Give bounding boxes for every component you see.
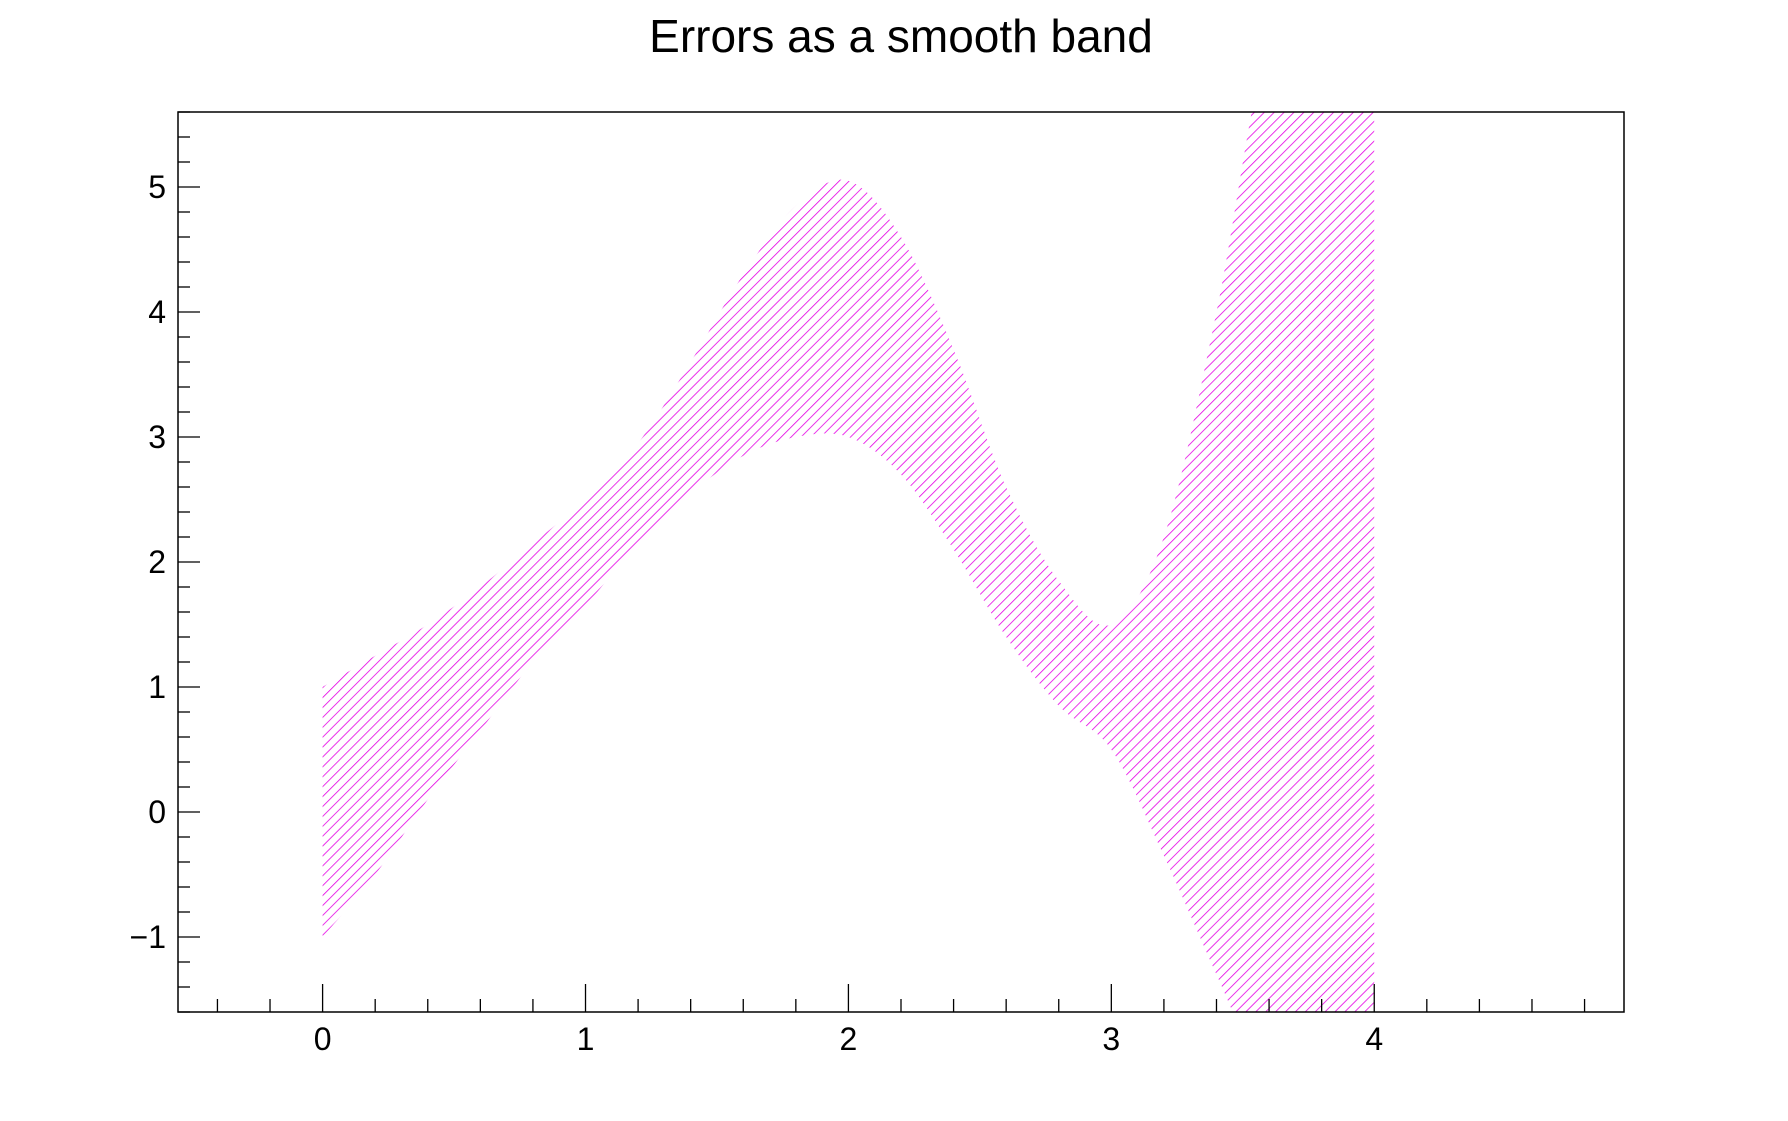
chart-title: Errors as a smooth band	[649, 10, 1153, 62]
x-tick-label: 1	[577, 1021, 595, 1057]
x-tick-label: 2	[840, 1021, 858, 1057]
y-tick-label: 4	[148, 294, 166, 330]
band-layer	[322, 112, 1375, 1012]
x-tick-label: 0	[314, 1021, 332, 1057]
y-tick-label: 3	[148, 419, 166, 455]
x-axis: 0 1 2 3 4	[216, 984, 1586, 1057]
x-tick-label: 4	[1365, 1021, 1383, 1057]
y-tick-label: 0	[148, 794, 166, 830]
y-axis: −1 0 1 2 3 4 5	[130, 111, 200, 1013]
y-tick-label: 1	[148, 669, 166, 705]
error-band-0	[322, 112, 1375, 1012]
y-tick-label: 5	[148, 169, 166, 205]
y-tick-label: −1	[130, 919, 166, 955]
y-tick-label: 2	[148, 544, 166, 580]
x-tick-label: 3	[1102, 1021, 1120, 1057]
